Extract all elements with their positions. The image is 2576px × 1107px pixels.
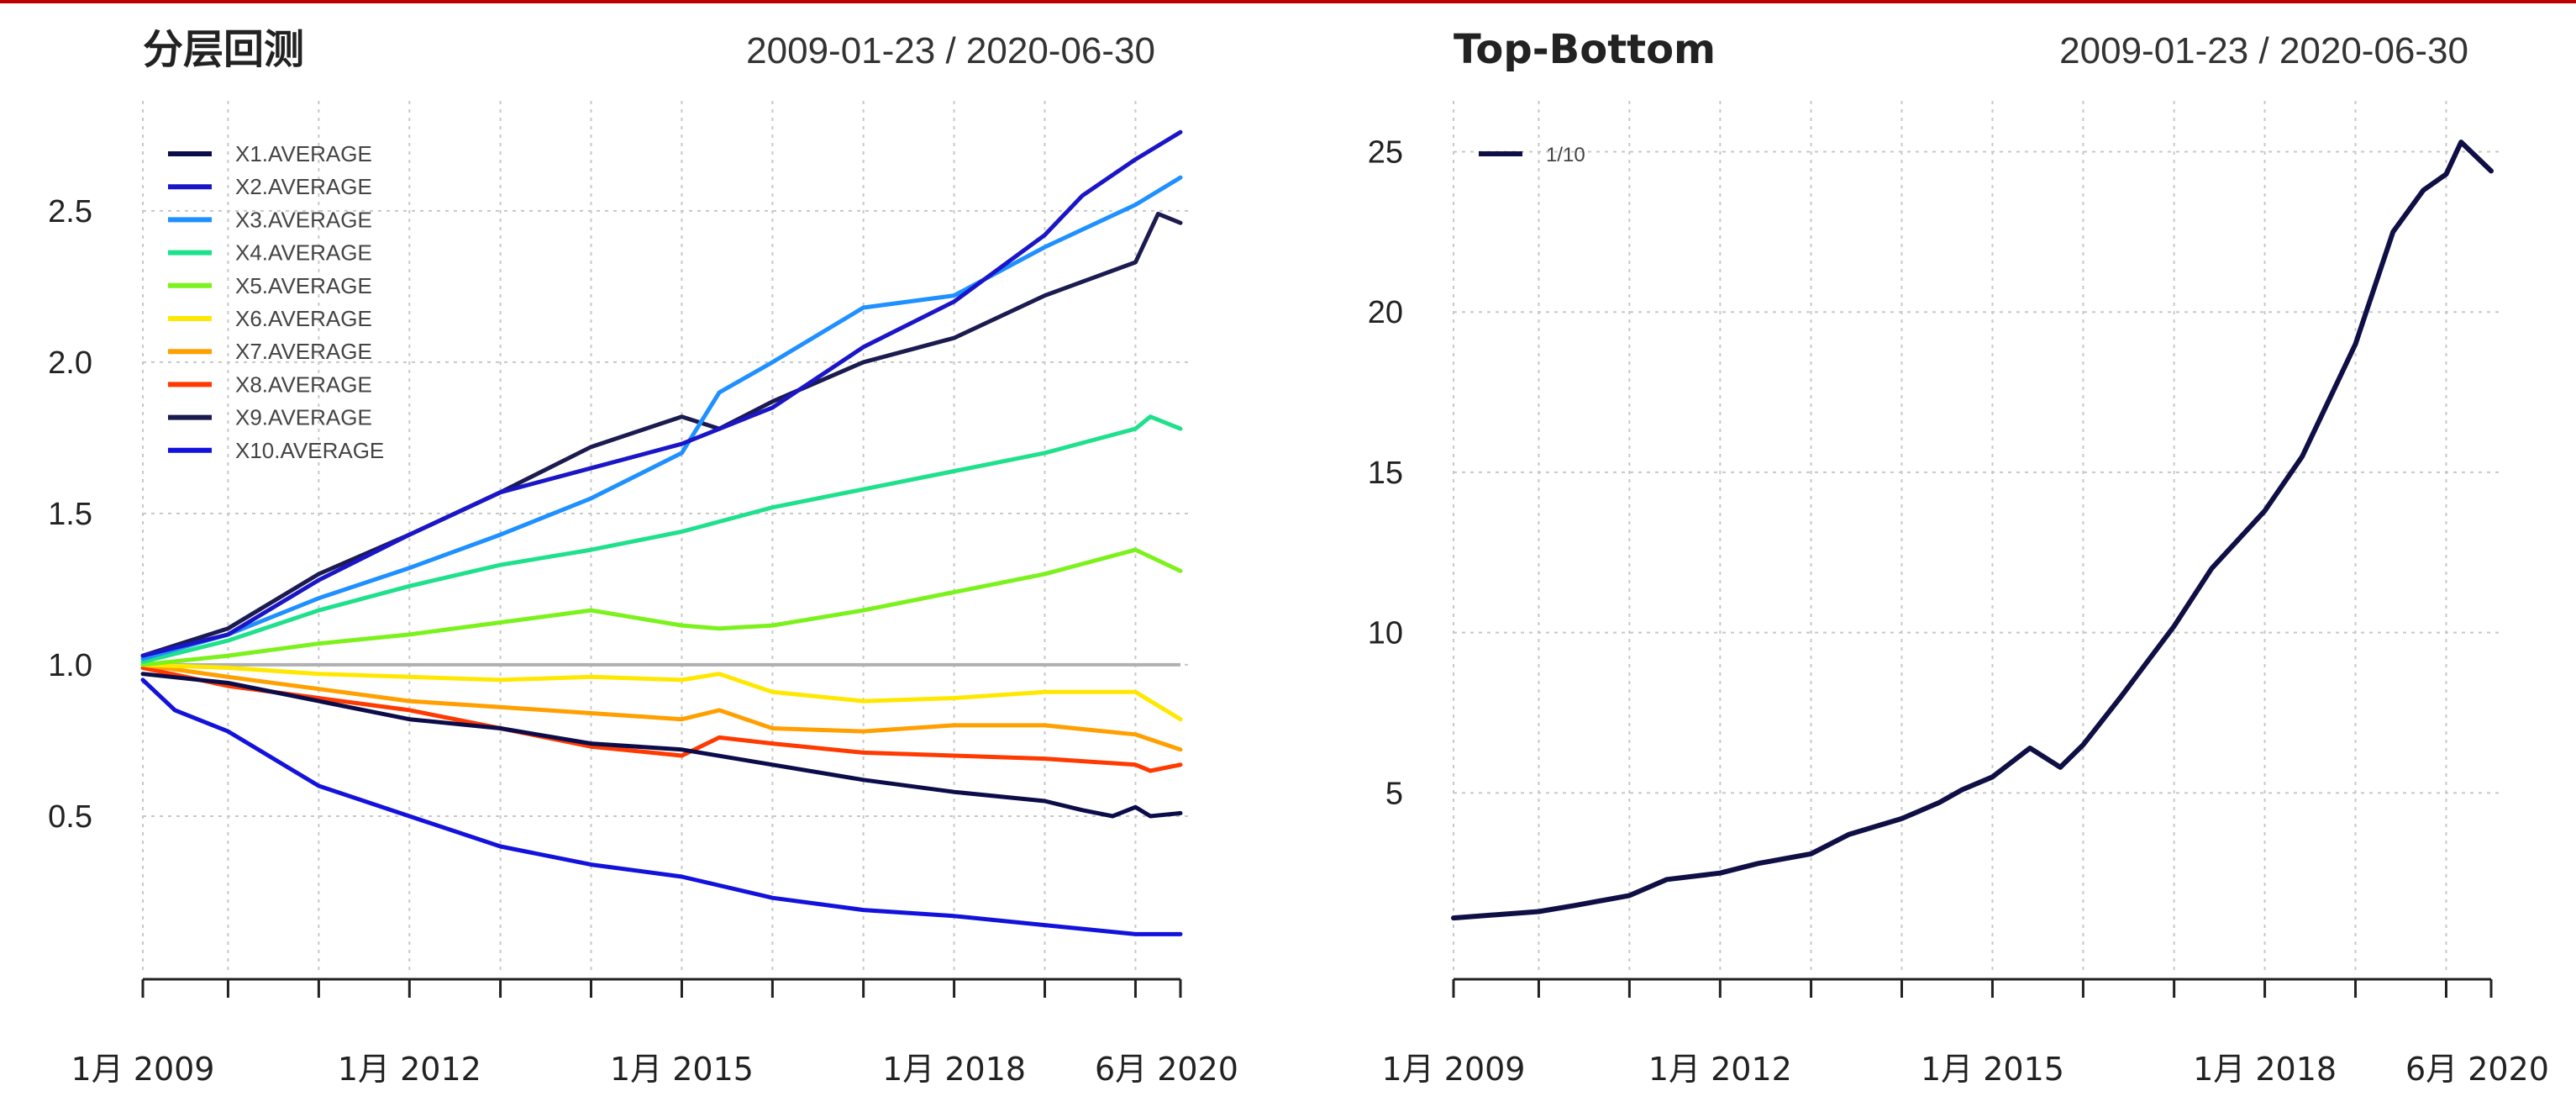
right-y-tick-label: 10 xyxy=(1368,616,1403,651)
left-x-tick-label: 1月 2009 xyxy=(71,1051,215,1088)
left-legend-label: X5.AVERAGE xyxy=(235,273,372,298)
right-chart-date-range: 2009-01-23 / 2020-06-30 xyxy=(2059,30,2468,71)
right-series-line xyxy=(1451,140,2494,921)
left-series-line xyxy=(140,175,1183,662)
left-y-tick-label: 0.5 xyxy=(48,799,92,835)
left-chart-grid xyxy=(142,101,1189,971)
left-series-line xyxy=(140,662,1183,752)
left-chart-title: 分层回测 xyxy=(143,26,304,73)
left-series-line xyxy=(140,129,1183,658)
right-chart-axes: 5 10 15 20 25 1月 2009 1月 2012 1月 2015 1月 2018 6月 … xyxy=(1368,135,2549,1088)
left-legend-label: X2.AVERAGE xyxy=(235,174,372,199)
left-y-tick-label: 2.5 xyxy=(48,194,92,229)
right-chart-grid xyxy=(1453,101,2500,971)
left-chart-series-group xyxy=(140,129,1183,936)
right-y-tick-label: 20 xyxy=(1368,295,1403,330)
right-chart-title: Top-Bottom xyxy=(1454,26,1716,73)
left-series-line xyxy=(140,414,1183,664)
right-x-tick-label: 1月 2018 xyxy=(2193,1051,2337,1088)
left-series-line xyxy=(140,666,1183,773)
right-y-tick-label: 25 xyxy=(1368,135,1403,171)
left-x-tick-label: 1月 2018 xyxy=(882,1051,1026,1088)
left-y-tick-label: 1.5 xyxy=(48,497,92,532)
left-series-line xyxy=(140,662,1183,722)
left-chart-legend: X1.AVERAGE X2.AVERAGE X3.AVERAGE X4.AVERAGE… xyxy=(168,141,384,463)
right-chart-legend: 1/10 xyxy=(1479,144,1585,166)
left-legend-label: X7.AVERAGE xyxy=(235,339,372,364)
right-x-tick-label: 1月 2015 xyxy=(1921,1051,2064,1088)
right-y-tick-label: 5 xyxy=(1385,776,1403,811)
left-y-tick-label: 2.0 xyxy=(48,345,92,381)
right-x-tick-label: 6月 2020 xyxy=(2405,1051,2549,1088)
left-x-tick-label: 1月 2012 xyxy=(338,1051,481,1088)
left-chart-date-range: 2009-01-23 / 2020-06-30 xyxy=(746,30,1155,71)
top-border-rule xyxy=(0,0,2576,3)
right-x-tick-label: 1月 2009 xyxy=(1382,1051,1526,1088)
left-legend-label: X1.AVERAGE xyxy=(235,141,372,166)
left-chart-axes: 0.5 1.0 1.5 2.0 2.5 1月 2009 1月 2012 1月 2015 1月 2… xyxy=(48,194,1238,1088)
left-legend-label: X10.AVERAGE xyxy=(235,438,384,463)
left-x-tick-label: 1月 2015 xyxy=(610,1051,754,1088)
left-x-tick-label: 6月 2020 xyxy=(1095,1051,1238,1088)
left-series-line xyxy=(140,672,1183,819)
right-chart-series-group xyxy=(1451,140,2494,921)
left-y-tick-label: 1.0 xyxy=(48,648,92,683)
left-legend-label: X8.AVERAGE xyxy=(235,372,372,397)
right-legend-label: 1/10 xyxy=(1546,144,1585,166)
left-legend-label: X4.AVERAGE xyxy=(235,240,372,266)
right-x-tick-label: 1月 2012 xyxy=(1648,1051,1792,1088)
layered-backtest-chart: 分层回测 2009-01-23 / 2020-06-30 0.5 1.0 1.5 2.… xyxy=(48,26,1238,1088)
left-legend-label: X6.AVERAGE xyxy=(235,306,372,331)
left-series-line xyxy=(140,547,1183,667)
left-legend-label: X3.AVERAGE xyxy=(235,207,372,232)
right-y-tick-label: 15 xyxy=(1368,456,1403,491)
left-legend-label: X9.AVERAGE xyxy=(235,405,372,430)
top-bottom-chart: Top-Bottom 2009-01-23 / 2020-06-30 5 10 15… xyxy=(1368,26,2549,1088)
left-series-line xyxy=(140,677,1183,936)
